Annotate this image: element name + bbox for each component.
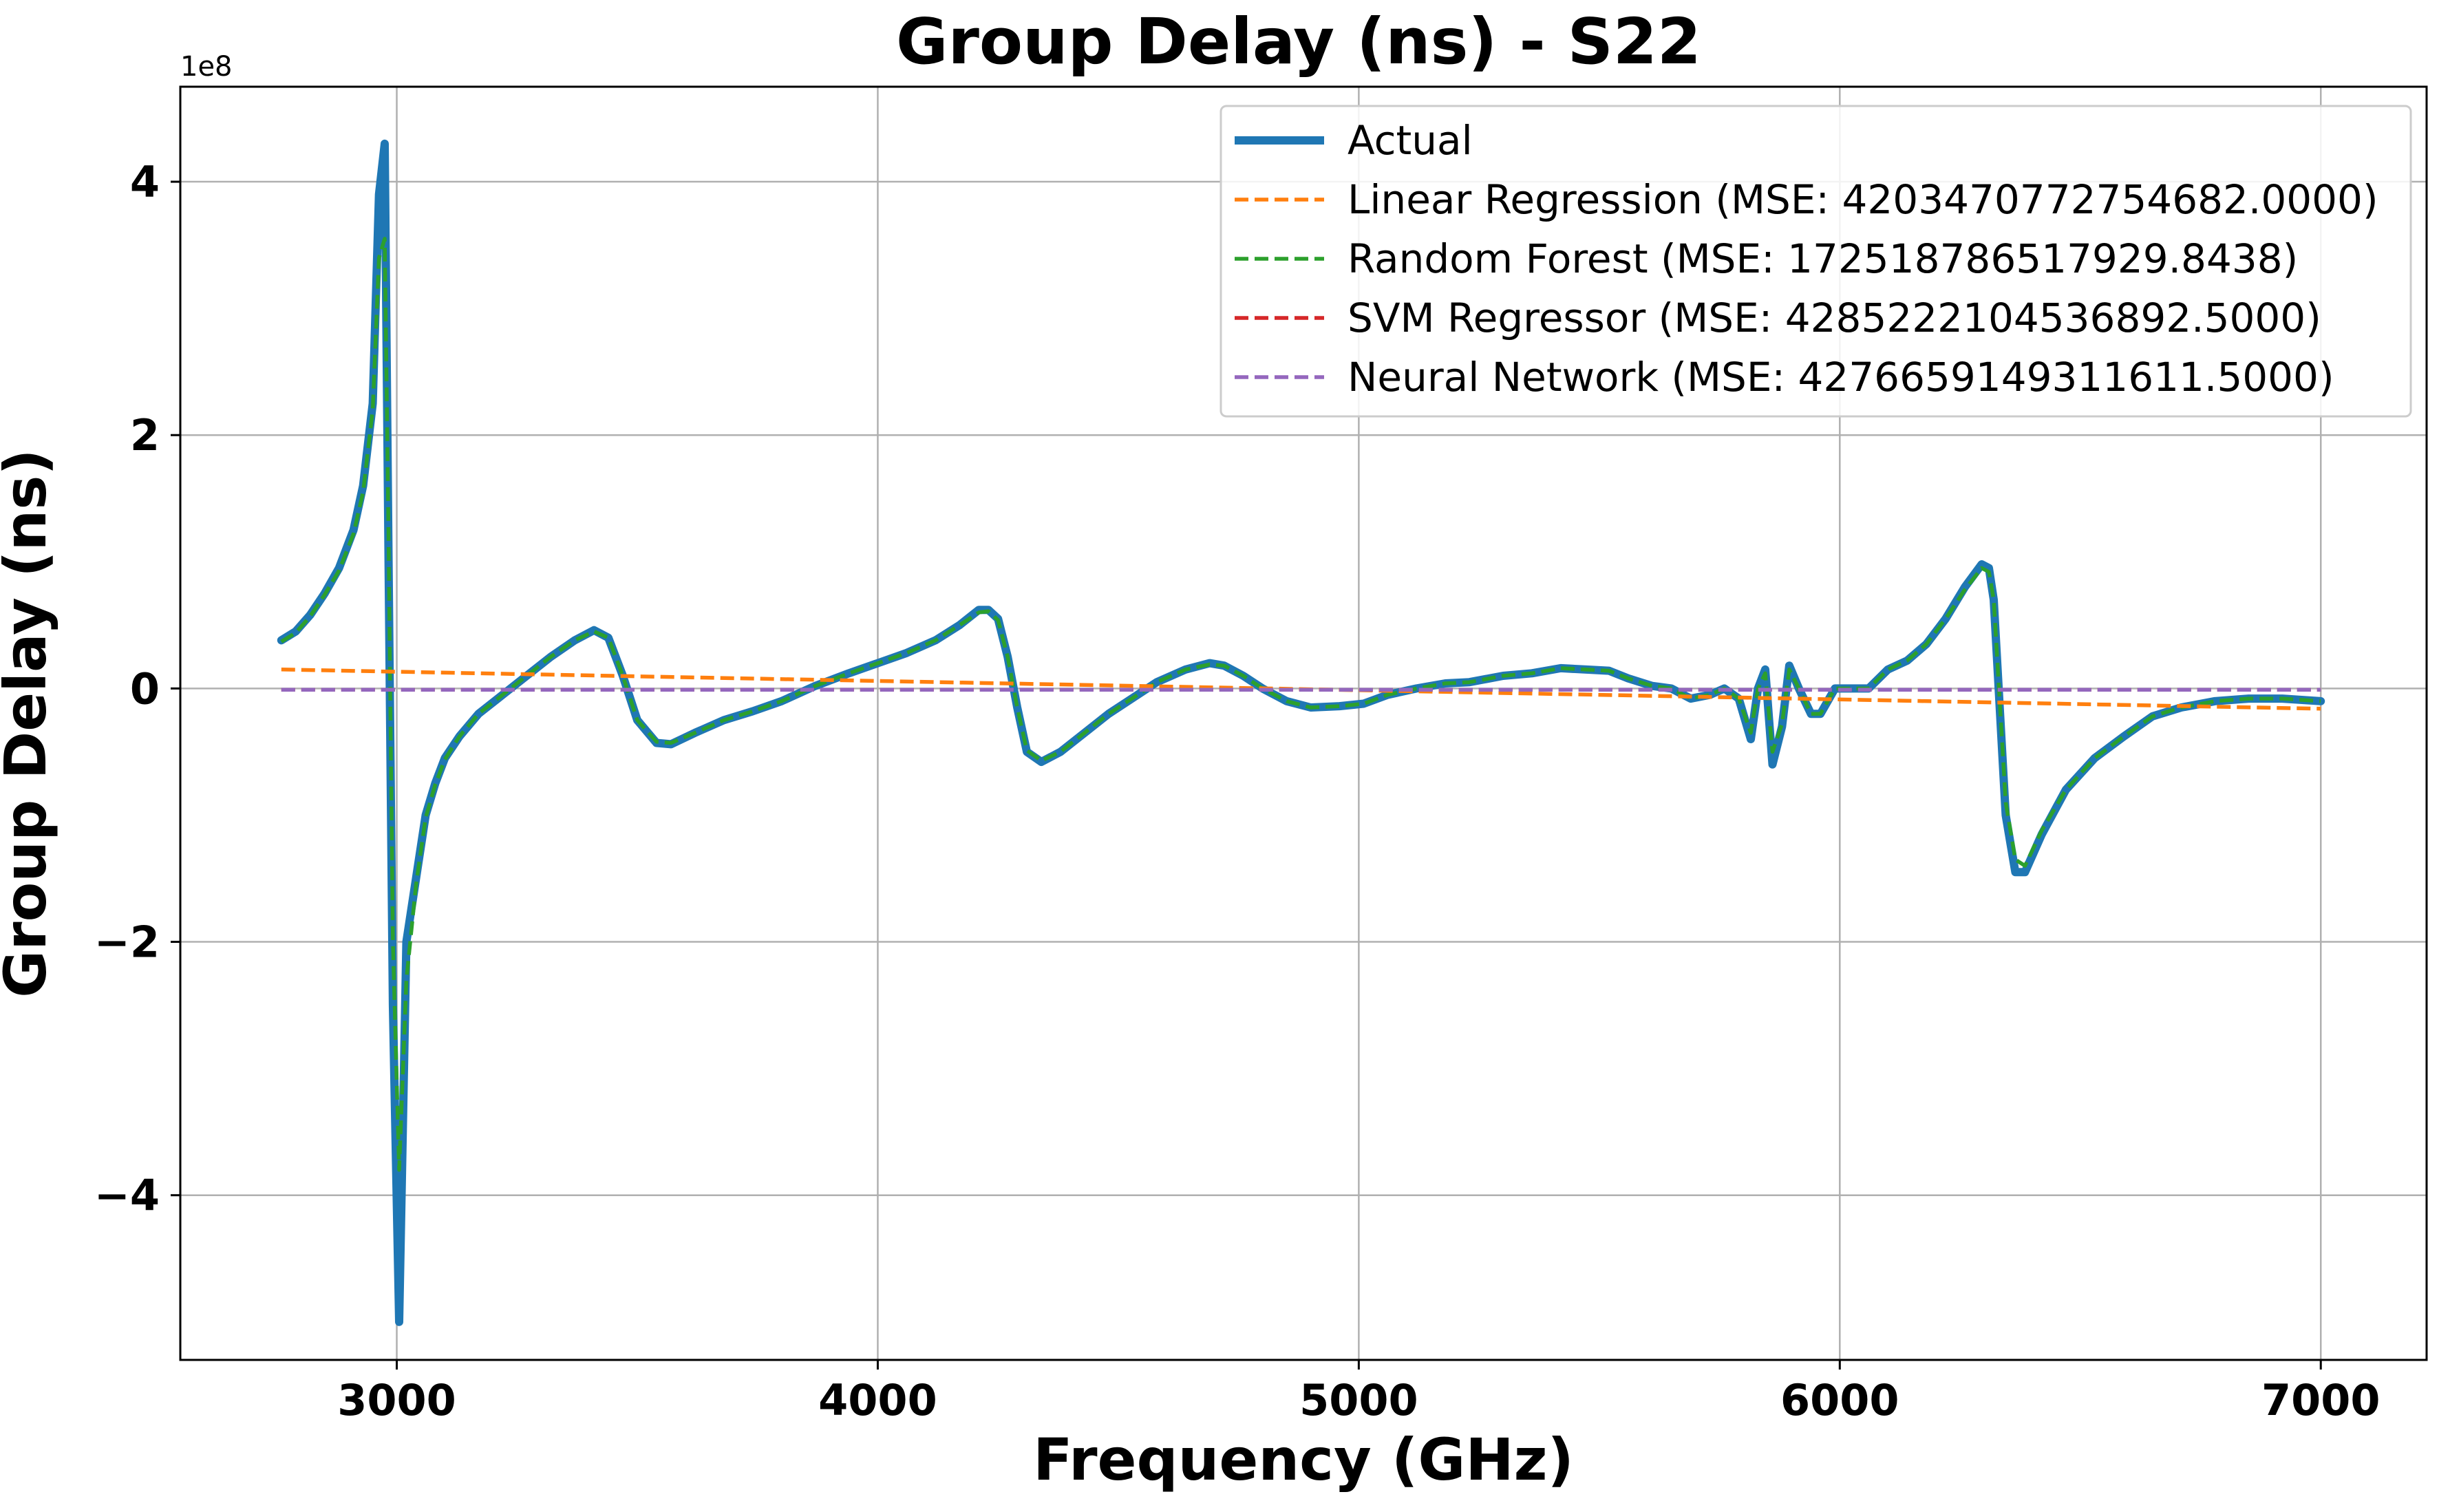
x-tick-label: 7000 [2261, 1375, 2381, 1425]
legend-label-0: Actual [1348, 117, 1473, 164]
y-tick-label: 4 [130, 157, 160, 207]
x-axis-ticks: 3000 4000 5000 6000 7000 [337, 1360, 2381, 1425]
y-tick-label: −4 [94, 1171, 160, 1221]
plot-series [277, 139, 2325, 1326]
legend-box [1220, 105, 2412, 418]
legend-label-2: Random Forest (MSE: 172518786517929.8438… [1348, 235, 2298, 282]
y-tick-label: 2 [130, 410, 160, 460]
legend-label-3: SVM Regressor (MSE: 4285222104536892.500… [1348, 295, 2321, 341]
series-line-2 [280, 237, 2321, 1172]
y-axis-ticks: −4 −2 0 2 4 [94, 157, 180, 1221]
y-tick-label: −2 [94, 917, 160, 968]
plot-area-frame [179, 85, 2428, 1361]
x-axis-label: Frequency (GHz) [1033, 1426, 1574, 1493]
chart-title: Group Delay (ns) - S22 [896, 5, 1701, 78]
y-axis-label: Group Delay (ns) [0, 449, 59, 997]
x-tick-label: 5000 [1299, 1375, 1418, 1425]
x-tick-label: 3000 [337, 1375, 456, 1425]
legend: Actual Linear Regression (MSE: 4203470772… [1220, 105, 2412, 418]
x-tick-label: 4000 [818, 1375, 937, 1425]
y-tick-label: 0 [130, 663, 160, 714]
legend-label-1: Linear Regression (MSE: 4203470772754682… [1348, 176, 2378, 223]
legend-label-4: Neural Network (MSE: 4276659149311611.50… [1348, 354, 2334, 401]
y-axis-offset-label: 1e8 [180, 51, 233, 83]
x-tick-label: 6000 [1780, 1375, 1899, 1425]
